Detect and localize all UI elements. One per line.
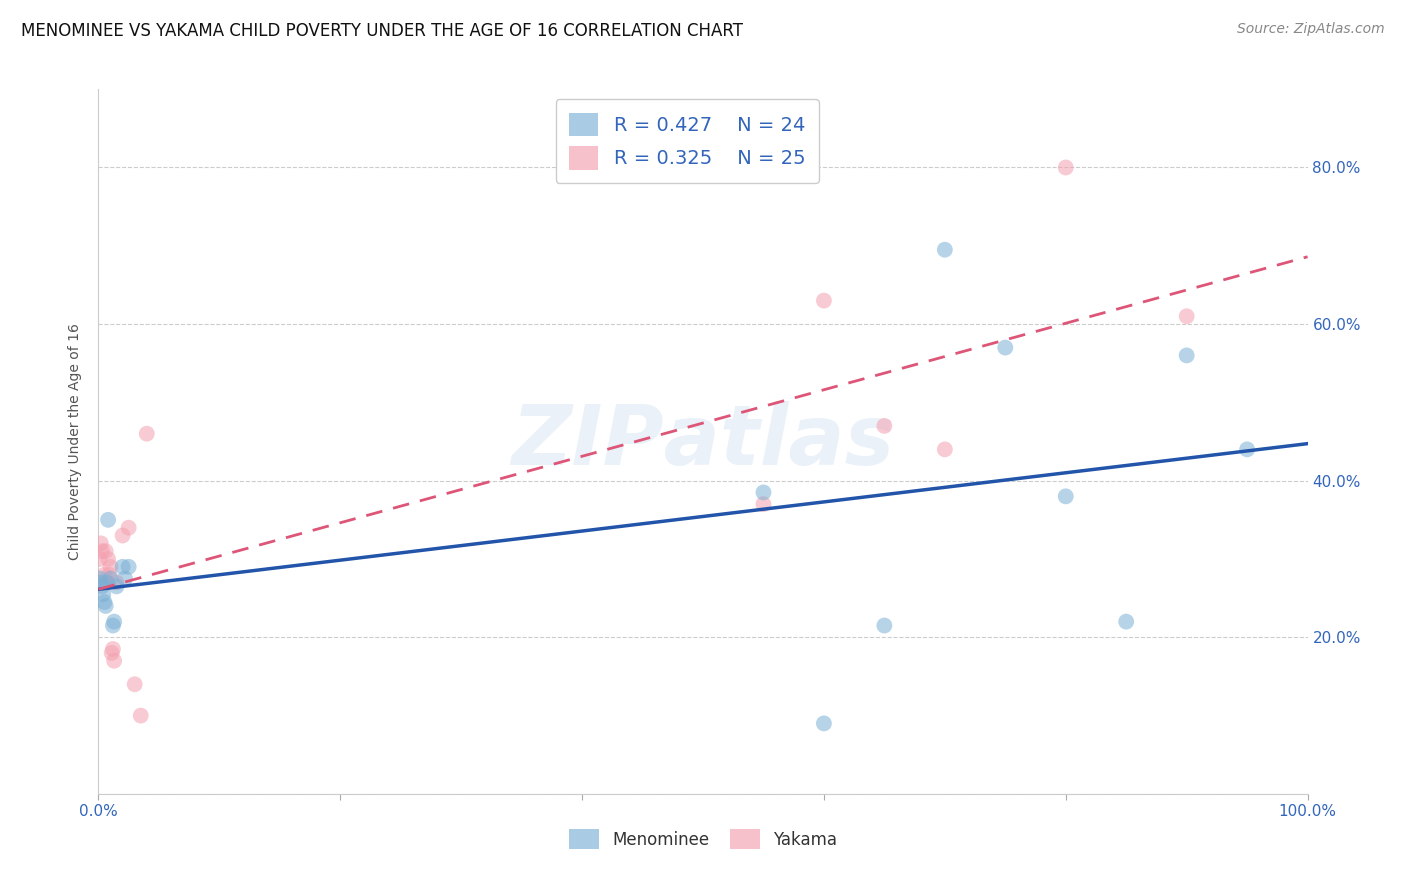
Point [1054,161,1077,175]
Point [873,618,896,632]
Point [1175,310,1198,324]
Point [111,528,134,542]
Point [103,615,125,629]
Point [97,513,120,527]
Point [100,559,122,574]
Text: ZIP​atlas: ZIP​atlas [512,401,894,482]
Point [118,521,141,535]
Point [934,243,956,257]
Point [100,572,122,586]
Point [93,567,115,582]
Point [90,575,112,590]
Point [98,567,121,582]
Point [1175,348,1198,362]
Point [1236,442,1258,457]
Point [94,599,117,613]
Point [101,642,124,657]
Point [90,536,112,550]
Point [94,544,117,558]
Point [934,442,956,457]
Point [129,708,152,723]
Text: MENOMINEE VS YAKAMA CHILD POVERTY UNDER THE AGE OF 16 CORRELATION CHART: MENOMINEE VS YAKAMA CHILD POVERTY UNDER … [21,22,744,40]
Point [873,418,896,433]
Point [114,572,136,586]
Point [91,575,114,590]
Point [100,646,122,660]
Point [813,716,835,731]
Point [91,579,114,593]
Point [135,426,157,441]
Point [97,552,120,566]
Point [89,572,111,586]
Point [1054,489,1077,503]
Point [118,559,141,574]
Point [101,618,124,632]
Point [994,341,1017,355]
Point [103,654,125,668]
Text: Source: ZipAtlas.com: Source: ZipAtlas.com [1237,22,1385,37]
Legend: Menominee, Yakama: Menominee, Yakama [562,822,844,856]
Point [91,587,114,601]
Point [752,485,775,500]
Point [89,552,111,566]
Point [93,595,115,609]
Point [91,544,114,558]
Point [96,575,118,590]
Point [96,575,118,590]
Point [813,293,835,308]
Y-axis label: Child Poverty Under the Age of 16: Child Poverty Under the Age of 16 [69,323,83,560]
Point [752,497,775,511]
Point [105,575,128,590]
Point [111,559,134,574]
Point [124,677,146,691]
Point [105,579,128,593]
Point [1115,615,1137,629]
